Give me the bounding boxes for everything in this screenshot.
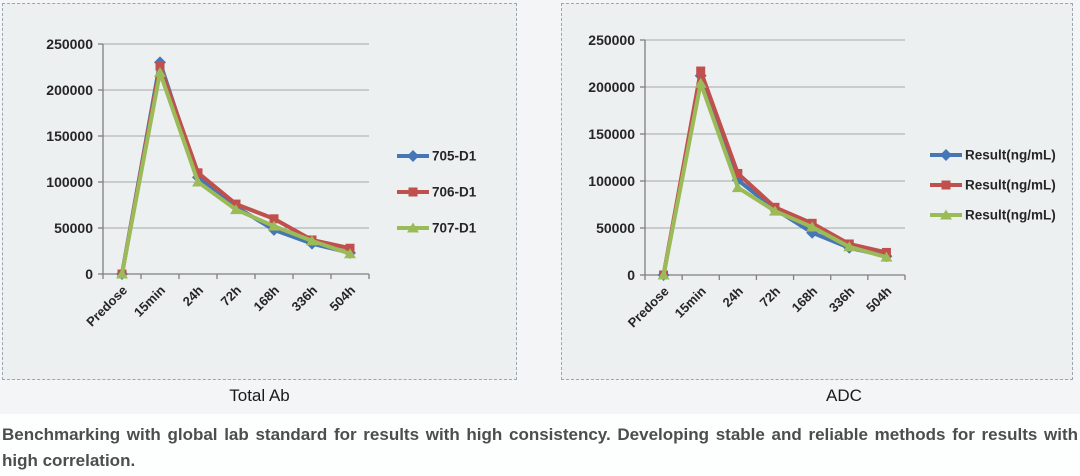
axes: [640, 39, 906, 280]
series-2-707-D1: [116, 67, 356, 279]
svg-text:15min: 15min: [131, 282, 168, 319]
svg-text:Predose: Predose: [625, 284, 672, 331]
total-ab-caption: Total Ab: [229, 386, 290, 405]
svg-text:50000: 50000: [596, 220, 635, 236]
y-axis-labels: 0 50000 100000 150000 200000 250000: [588, 32, 635, 283]
adc-caption: ADC: [826, 386, 862, 405]
x-axis-labels: Predose 15min 24h 72h 168h 336h 504h: [83, 282, 358, 329]
svg-text:250000: 250000: [46, 36, 93, 52]
adc-line-chart: 0 50000 100000 150000 200000 250000 Predose 15m…: [588, 32, 1056, 330]
total-ab-line-chart: 0 50000 100000 150000 200000 250000 Predose 15m…: [46, 36, 477, 329]
svg-text:72h: 72h: [218, 282, 244, 308]
svg-text:336h: 336h: [289, 282, 321, 314]
chart-legend: 705-D1 706-D1 707-D1: [397, 149, 477, 236]
svg-text:0: 0: [85, 266, 93, 282]
svg-text:0: 0: [627, 267, 635, 283]
svg-text:150000: 150000: [588, 126, 635, 142]
total-ab-chart-panel: 0 50000 100000 150000 200000 250000 Predose 15m…: [2, 3, 517, 380]
axes: [98, 43, 370, 279]
svg-text:336h: 336h: [826, 283, 858, 315]
legend-label: Result(ng/mL): [965, 208, 1056, 223]
charts-section: 0 50000 100000 150000 200000 250000 Predose 15m…: [2, 3, 1073, 405]
series-2-Result(ng/mL): [657, 77, 893, 280]
legend-label: 707-D1: [432, 221, 477, 236]
svg-text:150000: 150000: [46, 128, 93, 144]
legend-label: 705-D1: [432, 149, 477, 164]
svg-text:504h: 504h: [863, 283, 895, 315]
svg-text:250000: 250000: [588, 32, 635, 48]
chart-legend: Result(ng/mL) Result(ng/mL) Result(ng/mL): [930, 148, 1056, 223]
legend-label: Result(ng/mL): [965, 178, 1056, 193]
svg-text:24h: 24h: [180, 282, 206, 308]
gridlines: [645, 39, 905, 229]
svg-text:200000: 200000: [46, 82, 93, 98]
svg-text:15min: 15min: [672, 283, 709, 320]
benchmark-description-text: Benchmarking with global lab standard fo…: [0, 414, 1080, 474]
y-axis-labels: 0 50000 100000 150000 200000 250000: [46, 36, 93, 282]
svg-text:72h: 72h: [757, 283, 783, 309]
svg-text:168h: 168h: [789, 283, 821, 315]
x-axis-labels: Predose 15min 24h 72h 168h 336h 504h: [625, 283, 895, 330]
svg-text:Predose: Predose: [83, 283, 130, 330]
svg-text:24h: 24h: [720, 283, 746, 309]
svg-text:168h: 168h: [251, 282, 283, 314]
legend-label: Result(ng/mL): [965, 148, 1056, 163]
svg-text:100000: 100000: [588, 173, 635, 189]
svg-text:200000: 200000: [588, 79, 635, 95]
svg-text:50000: 50000: [54, 220, 93, 236]
legend-label: 706-D1: [432, 185, 477, 200]
svg-text:504h: 504h: [327, 282, 359, 314]
svg-text:100000: 100000: [46, 174, 93, 190]
adc-chart-panel: 0 50000 100000 150000 200000 250000 Predose 15m…: [561, 3, 1073, 380]
